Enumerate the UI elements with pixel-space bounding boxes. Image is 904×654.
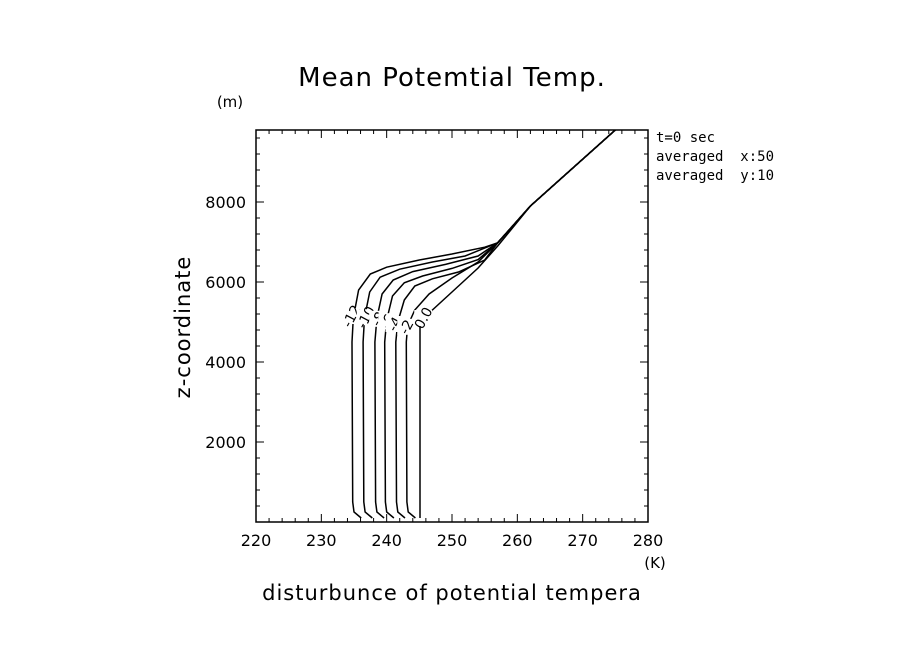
x-tick-labels: 220 230 240 250 260 270 280: [241, 531, 664, 550]
contour-line: [405, 129, 616, 519]
y-unit-label: (m): [217, 93, 243, 111]
axis-ticks: [255, 130, 649, 522]
annotation-y-average: averaged y:10: [656, 168, 775, 184]
contour-label: -2: [397, 317, 418, 337]
x-unit-label: (K): [644, 554, 666, 572]
y-axis-label: z-coordinate: [171, 256, 195, 399]
x-tick-label: 230: [306, 531, 337, 550]
contour-label-bg: [397, 318, 416, 335]
y-tick-labels: 2000 4000 6000 8000: [205, 193, 246, 452]
y-tick-label: 4000: [205, 353, 246, 372]
x-tick-label: 260: [502, 531, 533, 550]
x-axis-label: disturbunce of potential tempera: [262, 581, 642, 605]
y-tick-label: 8000: [205, 193, 246, 212]
y-tick-label: 6000: [205, 273, 246, 292]
y-tick-label: 2000: [205, 433, 246, 452]
contour-labels: -12-10-8-6-4-20.0: [340, 303, 437, 338]
x-tick-label: 250: [437, 531, 468, 550]
x-tick-label: 220: [241, 531, 272, 550]
chart-title: Mean Potemtial Temp.: [298, 63, 606, 93]
x-tick-label: 270: [567, 531, 598, 550]
annotation-x-average: averaged x:50: [656, 149, 775, 165]
contour-label-bg: [414, 310, 433, 326]
annotation-time: t=0 sec: [656, 130, 716, 146]
contour-label-bg: [342, 308, 361, 324]
x-tick-label: 240: [371, 531, 402, 550]
x-tick-label: 280: [633, 531, 664, 550]
contour-line: [419, 129, 616, 518]
plot-frame: [255, 129, 649, 523]
contour-lines: [351, 129, 616, 519]
